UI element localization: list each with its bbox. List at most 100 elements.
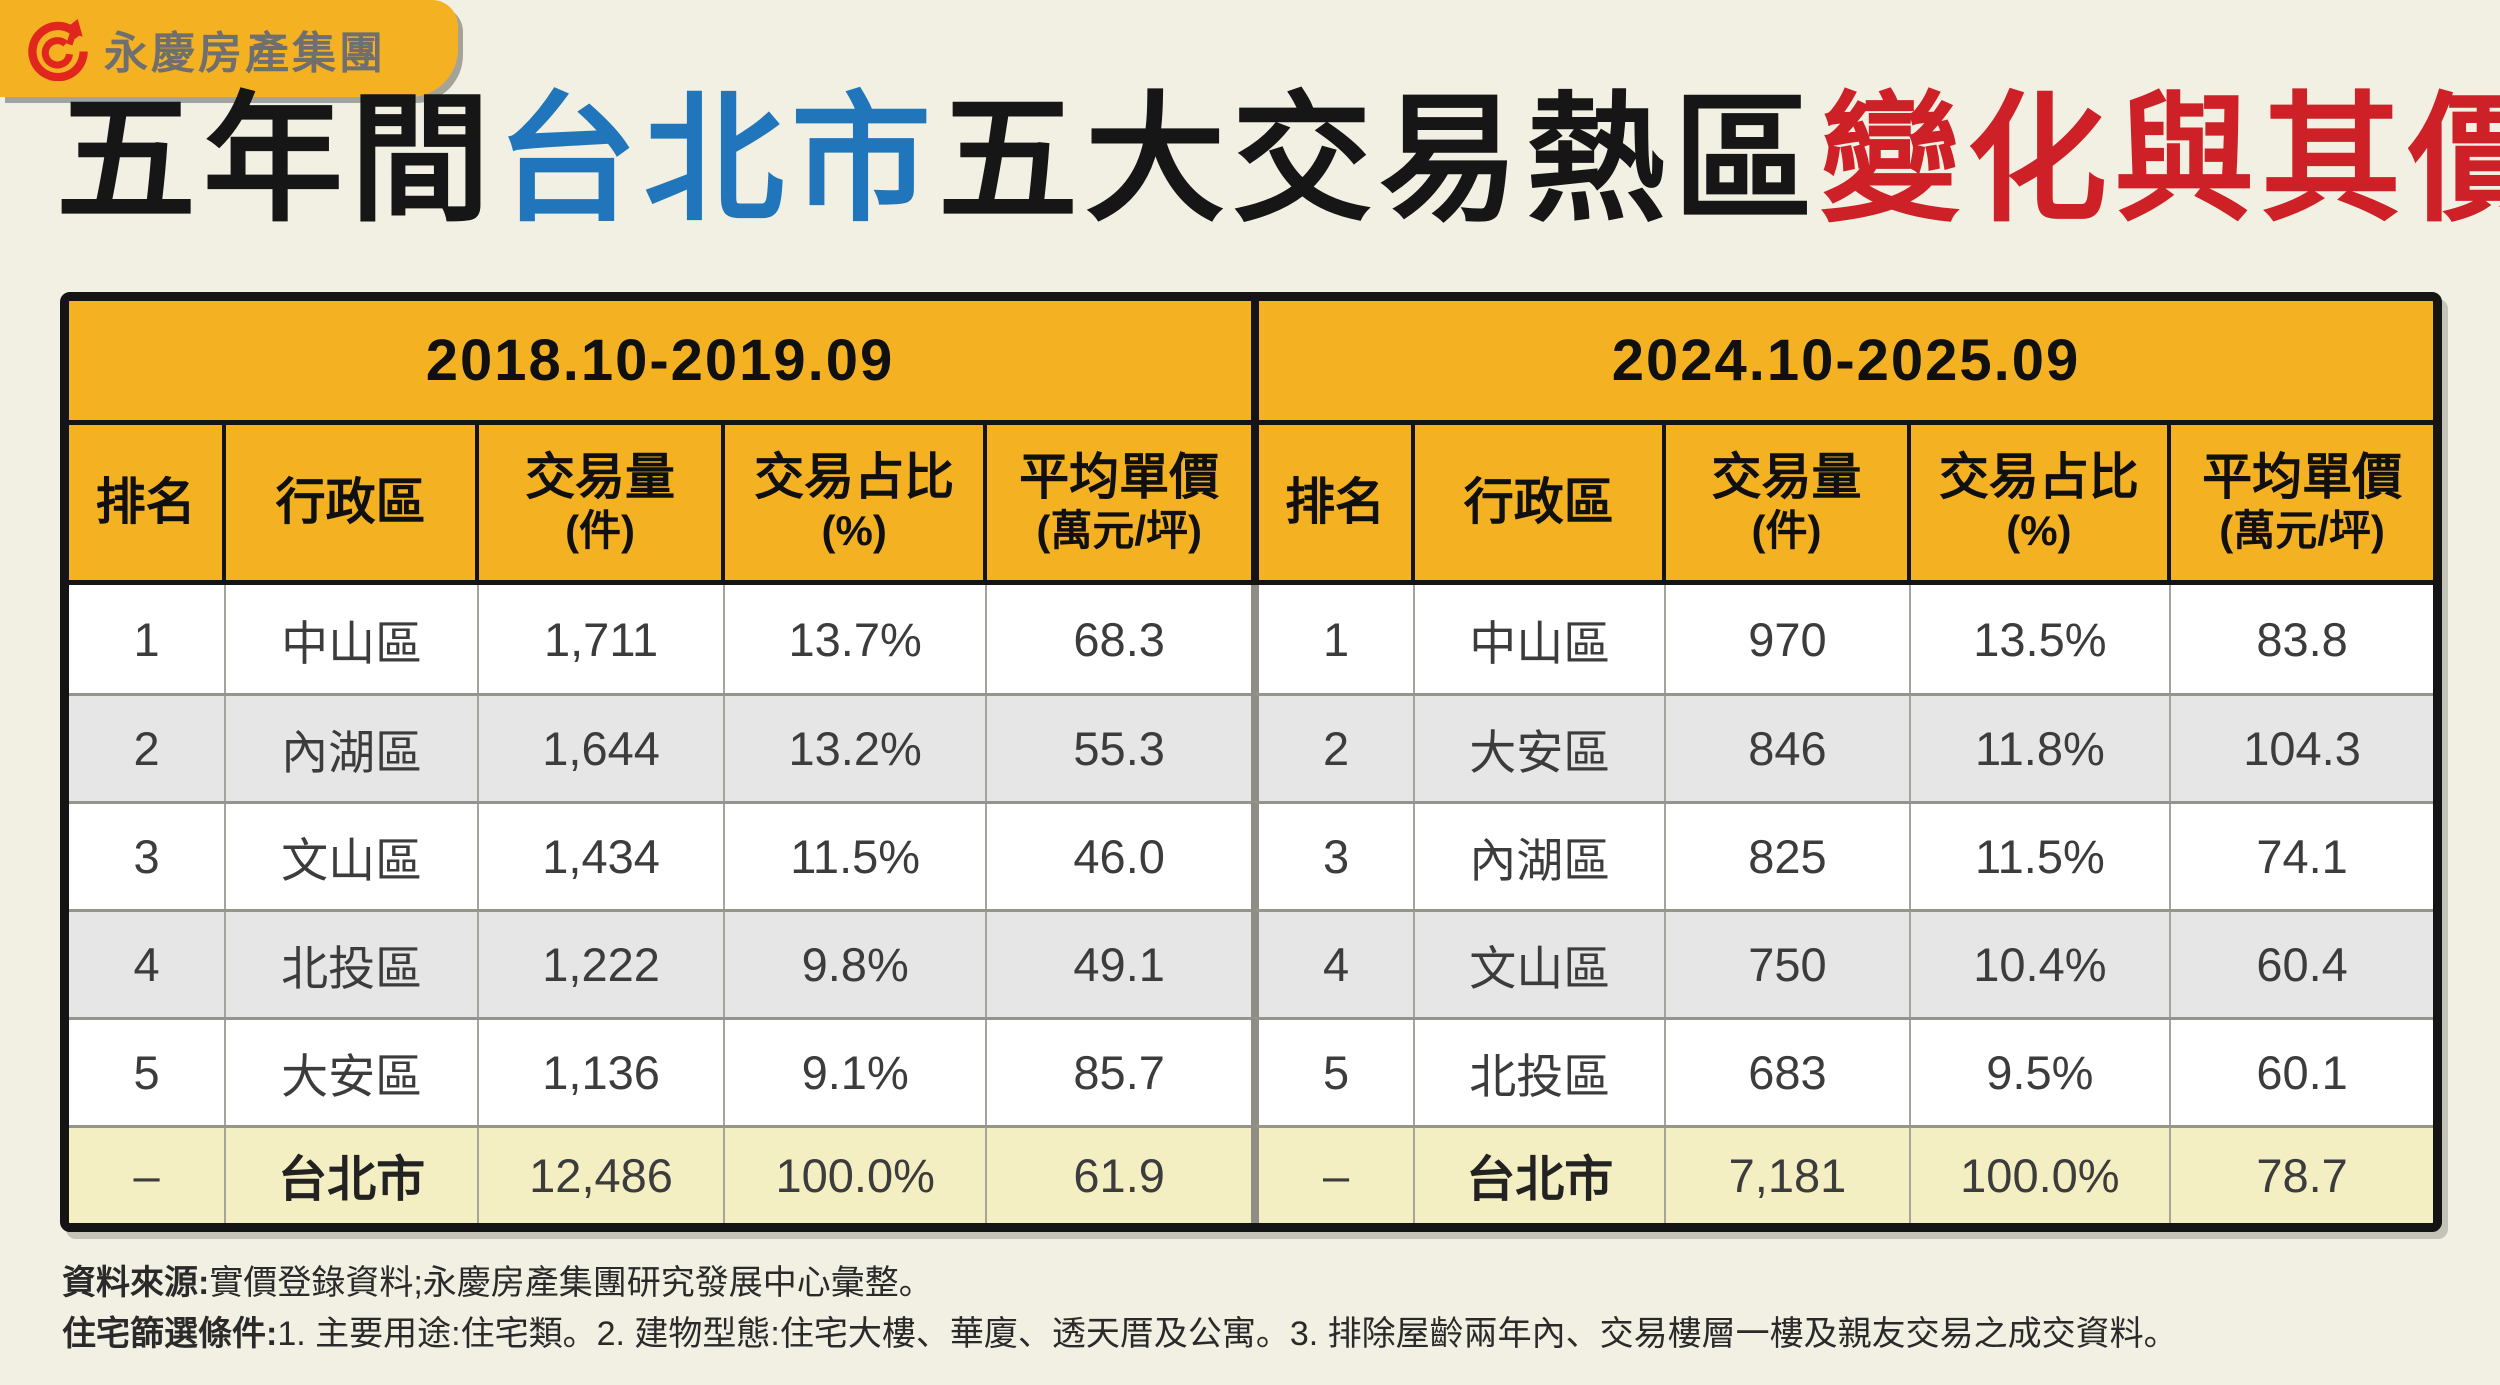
price-cell: 49.1	[1073, 938, 1165, 991]
period-header-2018: 2018.10-2019.09	[69, 301, 1251, 425]
brand-badge: 永慶房產集團	[0, 0, 458, 97]
price-cell: 60.4	[2256, 938, 2348, 991]
title-segment-hotzones: 五大交易熱區	[938, 81, 1821, 238]
total-row-taipei: – 台北市 7,181 100.0% 78.7	[1251, 1125, 2433, 1223]
price-cell: 55.3	[1073, 722, 1165, 775]
table-row: 1 中山區 1,711 13.7% 68.3	[69, 585, 1251, 693]
share-cell: 100.0%	[1911, 1128, 2172, 1223]
volume-cell: 1,434	[479, 804, 725, 909]
rank-cell: 2	[69, 696, 227, 801]
rank-cell: 3	[69, 804, 227, 909]
yungching-arrow-ring-logo-icon	[28, 18, 88, 81]
share-cell: 11.8%	[1911, 696, 2172, 801]
col-header-rank: 排名	[69, 425, 227, 580]
table-row: 4 文山區 750 10.4% 60.4	[1251, 909, 2433, 1017]
table-2024-2025: 2024.10-2025.09 排名 行政區 交易量 (件) 交易占比 (%) …	[1251, 301, 2433, 1223]
rank-cell: 4	[1259, 912, 1416, 1017]
table-2018-2019: 2018.10-2019.09 排名 行政區 交易量 (件) 交易占比 (%) …	[69, 301, 1251, 1223]
volume-cell: 7,181	[1666, 1128, 1911, 1223]
volume-cell: 1,711	[479, 585, 725, 693]
share-cell: 13.7%	[725, 585, 988, 693]
district-cell: 文山區	[1415, 912, 1667, 1017]
rank-cell: 1	[1259, 585, 1416, 693]
price-cell: 61.9	[1073, 1149, 1165, 1202]
district-cell: 台北市	[1415, 1128, 1667, 1223]
volume-cell: 750	[1666, 912, 1911, 1017]
district-cell: 內湖區	[1415, 804, 1667, 909]
col-header-district: 行政區	[1415, 425, 1667, 580]
filter-note: 住宅篩選條件:1. 主要用途:住宅類。2. 建物型態:住宅大樓、華廈、透天厝及公…	[62, 1309, 2178, 1360]
share-cell: 9.8%	[725, 912, 988, 1017]
col-header-price: 平均單價 (萬元/坪)	[1019, 448, 1220, 555]
col-header-rank: 排名	[1259, 425, 1416, 580]
price-cell: 46.0	[1073, 830, 1165, 883]
source-note: 資料來源:實價登錄資料;永慶房產集團研究發展中心彙整。	[62, 1258, 2178, 1309]
table-row: 3 內湖區 825 11.5% 74.1	[1251, 801, 2433, 909]
volume-cell: 683	[1666, 1020, 1911, 1125]
table-row: 3 文山區 1,434 11.5% 46.0	[69, 801, 1251, 909]
title-segment-city: 台北市	[497, 81, 939, 238]
district-cell: 中山區	[1415, 585, 1667, 693]
filter-label: 住宅篩選條件:	[62, 1315, 278, 1353]
district-cell: 大安區	[226, 1020, 480, 1125]
total-row-taipei: – 台北市 12,486 100.0% 61.9	[69, 1125, 1251, 1223]
page-title: 五年間台北市五大交易熱區變化與其價量	[56, 84, 2500, 235]
footnotes: 資料來源:實價登錄資料;永慶房產集團研究發展中心彙整。 住宅篩選條件:1. 主要…	[62, 1258, 2178, 1360]
share-cell: 13.2%	[725, 696, 988, 801]
rank-cell: 2	[1259, 696, 1416, 801]
col-header-volume: 交易量 (件)	[1666, 425, 1911, 580]
table-row: 2 大安區 846 11.8% 104.3	[1251, 693, 2433, 801]
price-cell: 104.3	[2243, 722, 2361, 775]
district-cell: 中山區	[226, 585, 480, 693]
volume-cell: 12,486	[479, 1128, 725, 1223]
share-cell: 9.1%	[725, 1020, 988, 1125]
col-header-share: 交易占比 (%)	[725, 425, 988, 580]
district-cell: 內湖區	[226, 696, 480, 801]
column-header-row: 排名 行政區 交易量 (件) 交易占比 (%) 平均單價 (萬元/坪)	[1251, 425, 2433, 585]
district-cell: 文山區	[226, 804, 480, 909]
title-segment-years: 五年間	[56, 81, 498, 238]
column-header-row: 排名 行政區 交易量 (件) 交易占比 (%) 平均單價 (萬元/坪)	[69, 425, 1251, 585]
district-cell: 台北市	[226, 1128, 480, 1223]
volume-cell: 1,222	[479, 912, 725, 1017]
source-label: 資料來源:	[62, 1264, 210, 1302]
volume-cell: 825	[1666, 804, 1911, 909]
comparison-tables: 2018.10-2019.09 排名 行政區 交易量 (件) 交易占比 (%) …	[60, 292, 2442, 1232]
rank-cell: 1	[69, 585, 227, 693]
share-cell: 11.5%	[725, 804, 988, 909]
source-text: 實價登錄資料;永慶房產集團研究發展中心彙整。	[209, 1264, 933, 1302]
rank-cell: –	[1259, 1128, 1416, 1223]
col-header-price: 平均單價 (萬元/坪)	[2202, 448, 2403, 555]
col-header-volume: 交易量 (件)	[479, 425, 725, 580]
rank-cell: 5	[69, 1020, 227, 1125]
district-cell: 北投區	[226, 912, 480, 1017]
col-header-district: 行政區	[226, 425, 480, 580]
price-cell: 74.1	[2256, 830, 2348, 883]
table-row: 2 內湖區 1,644 13.2% 55.3	[69, 693, 1251, 801]
period-header-2024: 2024.10-2025.09	[1251, 301, 2433, 425]
rank-cell: 5	[1259, 1020, 1416, 1125]
volume-cell: 1,136	[479, 1020, 725, 1125]
price-cell: 85.7	[1073, 1046, 1165, 1099]
rank-cell: 3	[1259, 804, 1416, 909]
volume-cell: 846	[1666, 696, 1911, 801]
share-cell: 10.4%	[1911, 912, 2172, 1017]
share-cell: 9.5%	[1911, 1020, 2172, 1125]
col-header-share: 交易占比 (%)	[1911, 425, 2172, 580]
company-name: 永慶房產集團	[104, 28, 386, 78]
title-segment-change: 變化與其價量	[1820, 81, 2500, 238]
price-cell: 83.8	[2256, 612, 2348, 666]
price-cell: 68.3	[1073, 612, 1165, 666]
share-cell: 100.0%	[725, 1128, 988, 1223]
rank-cell: –	[69, 1128, 227, 1223]
price-cell: 78.7	[2256, 1149, 2348, 1202]
price-cell: 60.1	[2256, 1046, 2348, 1099]
share-cell: 11.5%	[1911, 804, 2172, 909]
table-row: 1 中山區 970 13.5% 83.8	[1251, 585, 2433, 693]
table-row: 5 北投區 683 9.5% 60.1	[1251, 1017, 2433, 1125]
district-cell: 北投區	[1415, 1020, 1667, 1125]
volume-cell: 970	[1666, 585, 1911, 693]
volume-cell: 1,644	[479, 696, 725, 801]
district-cell: 大安區	[1415, 696, 1667, 801]
filter-text: 1. 主要用途:住宅類。2. 建物型態:住宅大樓、華廈、透天厝及公寓。3. 排除…	[277, 1315, 2178, 1353]
